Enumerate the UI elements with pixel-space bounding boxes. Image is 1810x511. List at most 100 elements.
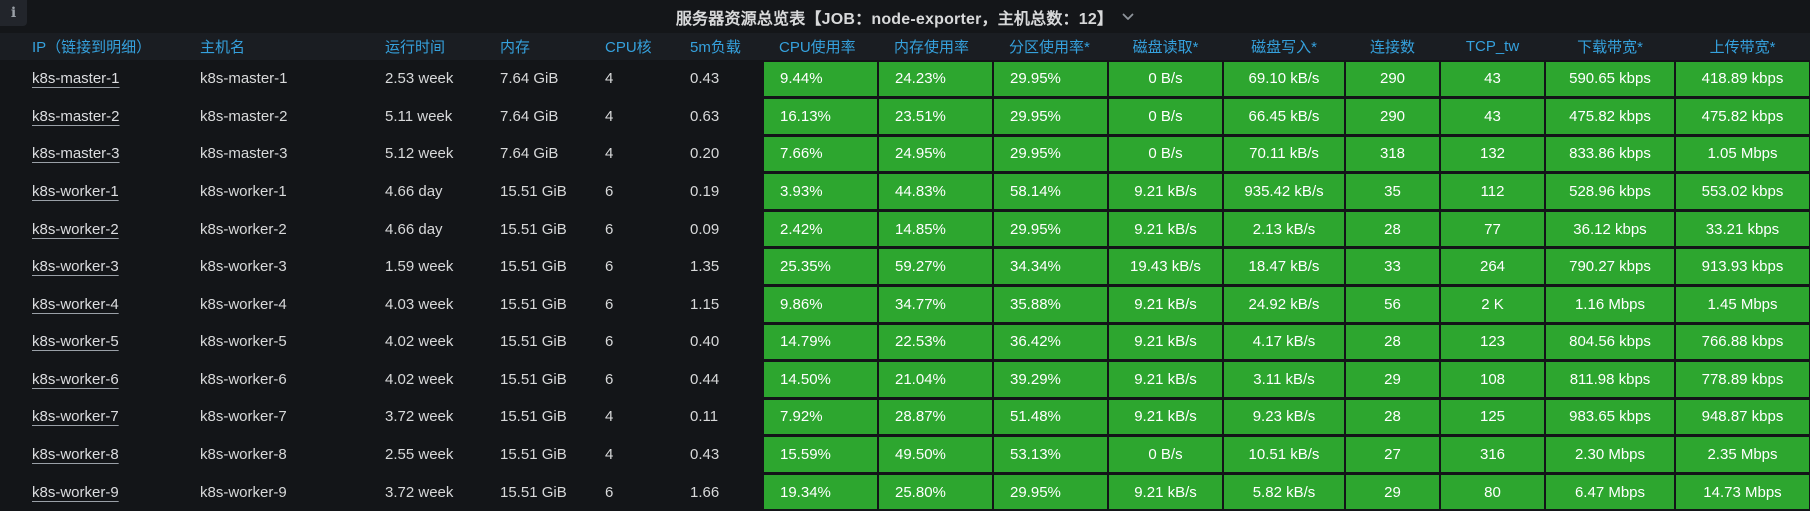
- cell-partition_usage: 34.34%: [994, 249, 1107, 284]
- ip-link[interactable]: k8s-worker-2: [32, 220, 119, 238]
- cell-hostname: k8s-worker-5: [200, 333, 287, 351]
- cell-connections: 318: [1346, 136, 1439, 172]
- cell-uptime: 4.02 week: [385, 370, 454, 388]
- cell-disk_write: 5.82 kB/s: [1224, 474, 1344, 510]
- ip-link[interactable]: k8s-worker-1: [32, 183, 119, 201]
- column-header-tcp_tw[interactable]: TCP_tw: [1465, 38, 1520, 55]
- column-header-memory[interactable]: 内存: [500, 39, 531, 56]
- table-row: k8s-worker-5 k8s-worker-5 4.02 week 15.51 G…: [0, 323, 1810, 361]
- cell-mem_usage: 25.80%: [879, 474, 992, 510]
- panel-title-text: 服务器资源总览表【JOB：node-exporter，主机总数：12】: [675, 10, 1114, 28]
- cell-disk_read: 0 B/s: [1109, 61, 1222, 97]
- cell-hostname: k8s-master-2: [200, 107, 288, 125]
- column-header-hostname[interactable]: 主机名: [200, 39, 246, 56]
- cell-cpu_usage: 16.13%: [764, 99, 877, 134]
- column-header-cpu_cores[interactable]: CPU核: [605, 39, 652, 56]
- cell-cpu_cores: 4: [605, 408, 614, 426]
- cell-ip: k8s-worker-2: [32, 210, 200, 248]
- cell-download: 1.16 Mbps: [1546, 286, 1674, 322]
- cell-memory: 15.51 GiB: [500, 483, 567, 501]
- column-header-partition_usage[interactable]: 分区使用率*: [1009, 39, 1090, 56]
- cell-mem_usage: 21.04%: [879, 362, 992, 397]
- cell-hostname: k8s-worker-9: [200, 483, 287, 501]
- cell-disk_write: 4.17 kB/s: [1224, 324, 1344, 360]
- ip-link[interactable]: k8s-worker-8: [32, 446, 119, 464]
- column-header-connections[interactable]: 连接数: [1369, 39, 1415, 56]
- cell-uptime: 4.66 day: [385, 183, 443, 201]
- ip-link[interactable]: k8s-worker-5: [32, 333, 119, 351]
- cell-ip: k8s-worker-4: [32, 285, 200, 323]
- cell-tcp_tw: 2 K: [1441, 286, 1544, 322]
- panel-title[interactable]: 服务器资源总览表【JOB：node-exporter，主机总数：12】: [676, 5, 1134, 29]
- cell-upload: 948.87 kbps: [1676, 399, 1809, 435]
- column-header-disk_read[interactable]: 磁盘读取*: [1132, 39, 1199, 56]
- ip-link[interactable]: k8s-worker-6: [32, 370, 119, 388]
- cell-tcp_tw: 77: [1441, 211, 1544, 247]
- ip-link[interactable]: k8s-master-2: [32, 107, 120, 125]
- cell-cpu_usage: 3.93%: [764, 174, 877, 209]
- cell-disk_write: 24.92 kB/s: [1224, 286, 1344, 322]
- cell-connections: 28: [1346, 211, 1439, 247]
- cell-partition_usage: 29.95%: [994, 474, 1107, 510]
- info-icon[interactable]: i: [0, 0, 27, 26]
- column-header-disk_write[interactable]: 磁盘写入*: [1251, 39, 1317, 56]
- cell-disk_read: 9.21 kB/s: [1109, 286, 1222, 322]
- ip-link[interactable]: k8s-worker-4: [32, 295, 119, 313]
- cell-load_5m: 0.43: [690, 70, 720, 88]
- cell-disk_write: 3.11 kB/s: [1224, 362, 1344, 397]
- cell-disk_write: 69.10 kB/s: [1224, 61, 1344, 97]
- cell-tcp_tw: 112: [1441, 174, 1544, 209]
- column-header-cpu_usage[interactable]: CPU使用率: [779, 39, 856, 56]
- table-row: k8s-worker-3 k8s-worker-3 1.59 week 15.51 G…: [0, 248, 1810, 286]
- cell-upload: 2.35 Mbps: [1676, 437, 1809, 472]
- cell-mem_usage: 24.23%: [879, 61, 992, 97]
- ip-link[interactable]: k8s-worker-7: [32, 408, 119, 426]
- column-header-download[interactable]: 下载带宽*: [1577, 39, 1643, 56]
- cell-ip: k8s-worker-6: [32, 361, 200, 399]
- cell-download: 475.82 kbps: [1546, 99, 1674, 134]
- cell-tcp_tw: 108: [1441, 362, 1544, 397]
- cell-ip: k8s-worker-1: [32, 173, 200, 211]
- cell-hostname: k8s-worker-2: [200, 220, 287, 238]
- cell-upload: 1.45 Mbps: [1676, 286, 1809, 322]
- cell-disk_write: 2.13 kB/s: [1224, 211, 1344, 247]
- cell-tcp_tw: 80: [1441, 474, 1544, 510]
- table-header-row: IP（链接到明细） 主机名 运行时间 内存 CPU核 5m负载 CPU使用率 内存使用率 分区使…: [0, 33, 1810, 60]
- cell-tcp_tw: 125: [1441, 399, 1544, 435]
- table-row: k8s-worker-7 k8s-worker-7 3.72 week 15.51 G…: [0, 398, 1810, 436]
- cell-partition_usage: 36.42%: [994, 324, 1107, 360]
- panel-header: i 服务器资源总览表【JOB：node-exporter，主机总数：12】: [0, 0, 1810, 33]
- cell-uptime: 5.11 week: [385, 107, 453, 125]
- cell-cpu_usage: 7.92%: [764, 399, 877, 435]
- cell-connections: 33: [1346, 249, 1439, 284]
- cell-partition_usage: 29.95%: [994, 99, 1107, 134]
- cell-upload: 766.88 kbps: [1676, 324, 1809, 360]
- column-header-ip[interactable]: IP（链接到明细）: [32, 39, 152, 56]
- column-header-load_5m[interactable]: 5m负载: [690, 39, 741, 56]
- cell-partition_usage: 51.48%: [994, 399, 1107, 435]
- cell-download: 2.30 Mbps: [1546, 437, 1674, 472]
- column-header-upload[interactable]: 上传带宽*: [1709, 39, 1776, 56]
- cell-cpu_cores: 6: [605, 258, 614, 276]
- ip-link[interactable]: k8s-master-1: [32, 70, 120, 88]
- cell-cpu_cores: 6: [605, 333, 614, 351]
- column-header-mem_usage[interactable]: 内存使用率: [894, 39, 970, 56]
- cell-hostname: k8s-worker-3: [200, 258, 287, 276]
- cell-mem_usage: 14.85%: [879, 211, 992, 247]
- cell-download: 528.96 kbps: [1546, 174, 1674, 209]
- ip-link[interactable]: k8s-worker-3: [32, 258, 119, 276]
- cell-mem_usage: 24.95%: [879, 136, 992, 172]
- cell-ip: k8s-master-2: [32, 98, 200, 136]
- cell-memory: 15.51 GiB: [500, 220, 567, 238]
- cell-hostname: k8s-worker-1: [200, 183, 287, 201]
- ip-link[interactable]: k8s-master-3: [32, 145, 120, 163]
- cell-partition_usage: 58.14%: [994, 174, 1107, 209]
- table-row: k8s-worker-9 k8s-worker-9 3.72 week 15.51 G…: [0, 473, 1810, 511]
- cell-disk_read: 0 B/s: [1109, 136, 1222, 172]
- ip-link[interactable]: k8s-worker-9: [32, 483, 119, 501]
- cell-mem_usage: 28.87%: [879, 399, 992, 435]
- cell-disk_read: 19.43 kB/s: [1109, 249, 1222, 284]
- column-header-uptime[interactable]: 运行时间: [385, 39, 446, 56]
- cell-cpu_cores: 6: [605, 483, 614, 501]
- cell-connections: 28: [1346, 399, 1439, 435]
